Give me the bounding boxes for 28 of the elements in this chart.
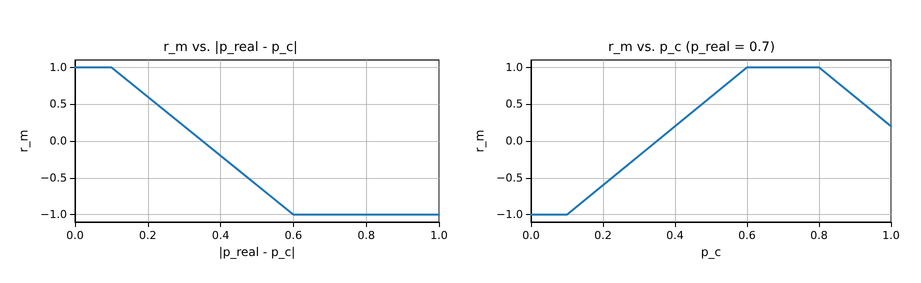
x-tick-label: 0.6 — [284, 229, 302, 242]
y-tick-label: 0.0 — [505, 134, 522, 148]
y-axis-title: r_m — [16, 130, 30, 152]
x-tick-label: 0.8 — [810, 229, 828, 242]
x-tick-label: 0.4 — [212, 229, 230, 242]
y-tick-label: 0.0 — [50, 134, 67, 148]
y-tick-label: −0.5 — [496, 171, 522, 184]
x-tick-label: 0.2 — [139, 229, 157, 242]
y-tick-label: −1.0 — [40, 208, 67, 222]
y-tick-label: 1.0 — [50, 60, 67, 74]
x-tick-label: 1.0 — [430, 229, 448, 242]
y-axis-title: r_m — [472, 130, 486, 152]
x-tick-label: 1.0 — [882, 229, 900, 242]
x-tick-label: 0.0 — [66, 229, 84, 242]
y-tick-label: 0.5 — [505, 98, 522, 111]
y-tick-label: 0.5 — [50, 98, 67, 111]
x-tick-label: 0.2 — [594, 229, 612, 242]
x-tick-label: 0.6 — [738, 229, 756, 242]
x-tick-label: 0.0 — [522, 229, 540, 242]
chart-title: r_m vs. p_c (p_real = 0.7) — [608, 40, 774, 55]
x-axis-title: p_c — [700, 245, 721, 259]
x-tick-label: 0.4 — [666, 229, 684, 242]
y-tick-label: 1.0 — [505, 60, 522, 74]
x-axis-title: |p_real - p_c| — [218, 245, 296, 259]
y-tick-label: −1.0 — [496, 208, 522, 222]
chart-title: r_m vs. |p_real - p_c| — [163, 40, 298, 55]
x-tick-label: 0.8 — [357, 229, 375, 242]
y-tick-label: −0.5 — [40, 171, 67, 184]
